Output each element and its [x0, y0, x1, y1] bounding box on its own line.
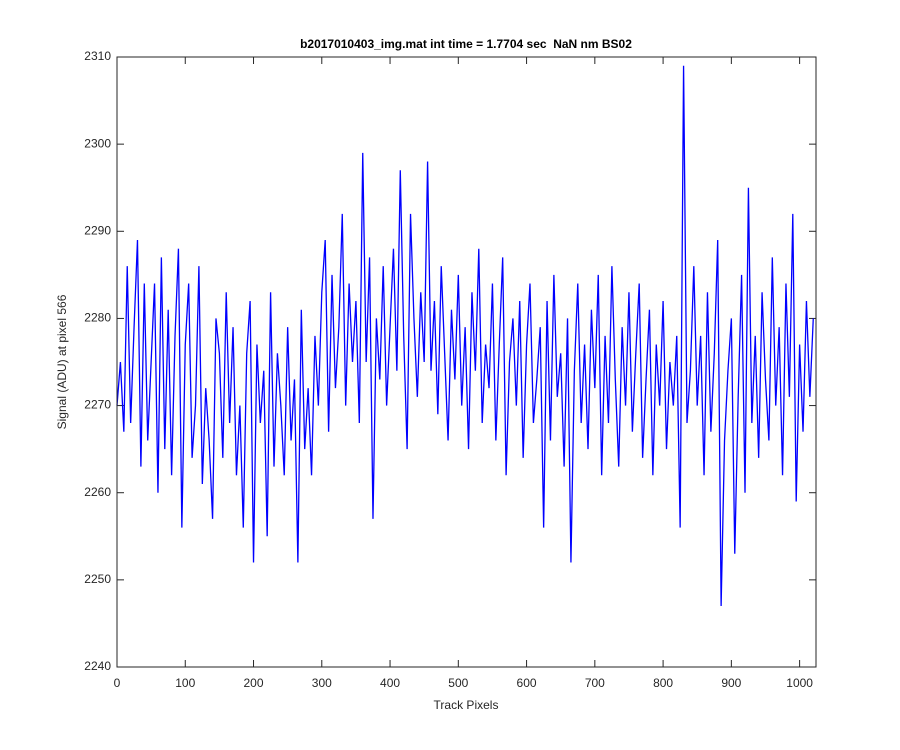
- x-tick-label: 500: [448, 676, 468, 690]
- x-tick-label: 700: [585, 676, 605, 690]
- y-tick-label: 2290: [84, 223, 111, 237]
- x-tick-label: 900: [721, 676, 741, 690]
- y-tick-label: 2280: [84, 311, 111, 325]
- axes-box: [116, 56, 817, 668]
- y-tick-label: 2270: [84, 398, 111, 412]
- x-tick-label: 200: [244, 676, 264, 690]
- x-tick-label: 0: [114, 676, 121, 690]
- y-tick-label: 2250: [84, 572, 111, 586]
- data-line: [116, 65, 814, 607]
- x-axis-label: Track Pixels: [434, 698, 499, 712]
- y-axis-label: Signal (ADU) at pixel 566: [55, 294, 69, 429]
- x-tick-label: 100: [175, 676, 195, 690]
- x-tick-label: 1000: [786, 676, 813, 690]
- x-tick-label: 600: [517, 676, 537, 690]
- x-tick-label: 400: [380, 676, 400, 690]
- y-tick-label: 2300: [84, 136, 111, 150]
- y-tick-label: 2240: [84, 659, 111, 673]
- chart-title: b2017010403_img.mat int time = 1.7704 se…: [300, 37, 632, 51]
- x-tick-label: 300: [312, 676, 332, 690]
- y-tick-label: 2260: [84, 485, 111, 499]
- y-tick-label: 2310: [84, 49, 111, 63]
- x-tick-label: 800: [653, 676, 673, 690]
